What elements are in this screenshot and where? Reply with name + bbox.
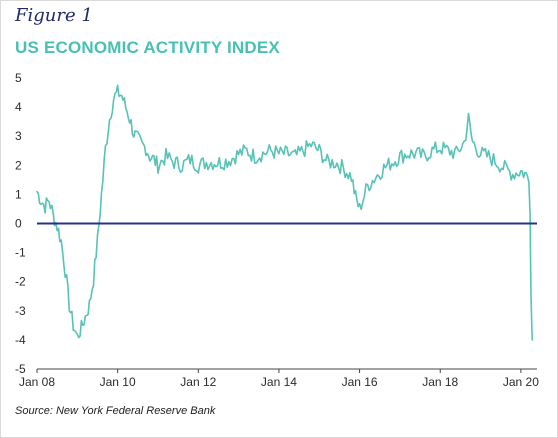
- y-tick-label: 5: [15, 71, 22, 85]
- x-tick-label: Jan 08: [19, 375, 55, 389]
- y-tick-label: 2: [15, 158, 22, 172]
- source-note: Source: New York Federal Reserve Bank: [15, 405, 216, 417]
- figure-label: Figure 1: [15, 5, 93, 26]
- x-tick-label: Jan 18: [422, 375, 458, 389]
- y-tick-label: -1: [15, 246, 26, 260]
- y-tick-label: -3: [15, 304, 26, 318]
- y-tick-label: 0: [15, 217, 22, 231]
- y-tick-label: -4: [15, 333, 26, 347]
- x-tick-label: Jan 14: [261, 375, 297, 389]
- chart-title: US ECONOMIC ACTIVITY INDEX: [15, 38, 280, 57]
- y-tick-label: -5: [15, 362, 26, 376]
- series-line: [36, 84, 533, 341]
- y-tick-label: 3: [15, 129, 22, 143]
- y-tick-label: -2: [15, 275, 26, 289]
- x-tick-label: Jan 12: [180, 375, 216, 389]
- y-tick-label: 4: [15, 100, 22, 114]
- x-tick-label: Jan 16: [342, 375, 378, 389]
- x-tick-label: Jan 10: [100, 375, 136, 389]
- x-tick-label: Jan 20: [503, 375, 539, 389]
- y-tick-label: 1: [15, 187, 22, 201]
